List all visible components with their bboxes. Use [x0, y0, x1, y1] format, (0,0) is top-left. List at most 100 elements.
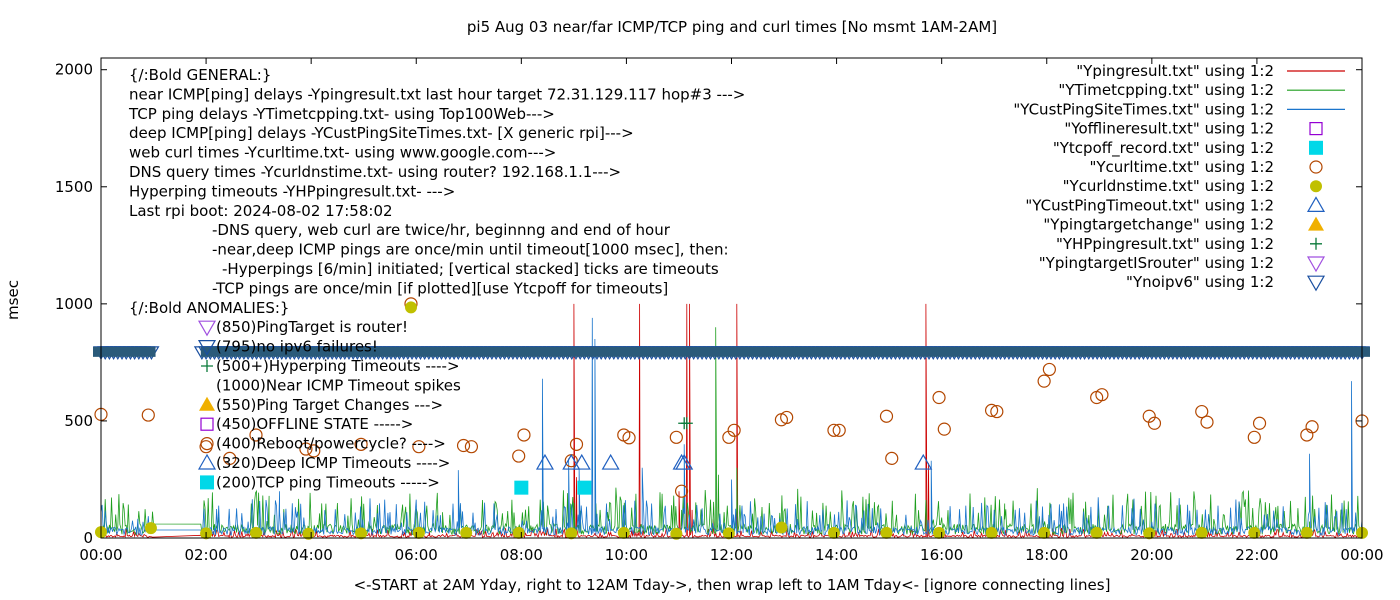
y-tick-label: 2000	[55, 61, 93, 79]
legend-label: "Ycurltime.txt" using 1:2	[1089, 158, 1274, 176]
legend-label: "YHPpingresult.txt" using 1:2	[1056, 235, 1274, 253]
note-text: (795)no ipv6 failures!	[216, 338, 378, 356]
note-text: {/:Bold GENERAL:}	[129, 66, 271, 84]
note-text: (850)PingTarget is router!	[216, 318, 408, 336]
series-point-3-31	[990, 404, 1004, 419]
series-point-3-30	[984, 403, 999, 417]
series-point-3-38	[1195, 404, 1209, 419]
series-point-4-5	[355, 527, 368, 540]
legend-label: "Ytcpoff_record.txt" using 1:2	[1053, 139, 1274, 158]
series-point-3-9	[412, 440, 426, 454]
y-tick-label: 1500	[55, 178, 93, 196]
legend-swatch	[1309, 160, 1323, 174]
series-point-3-28	[932, 390, 946, 405]
note-text: near ICMP[ping] delays -Ypingresult.txt …	[129, 85, 745, 103]
series-point-4-8	[460, 526, 473, 539]
series-point-3-39	[1200, 415, 1214, 429]
series-point-3-20	[722, 430, 736, 444]
note-text: (200)TCP ping Timeouts ----->	[216, 473, 440, 491]
series-point-4-15	[827, 526, 840, 539]
x-tick-label: 22:00	[1235, 546, 1278, 564]
series-point-3-27	[885, 451, 899, 465]
plot-area	[92, 297, 1371, 540]
series-point-3-3	[223, 451, 237, 465]
series-point-3-29	[937, 422, 951, 436]
y-tick-label: 500	[64, 412, 93, 430]
legend-swatch	[1309, 121, 1323, 136]
series-point-5-1	[562, 453, 581, 470]
series-point-5-2	[572, 453, 591, 470]
series-point-3-43	[1305, 420, 1319, 434]
legend-label: "YCustPingSiteTimes.txt" using 1:2	[1013, 100, 1274, 118]
legend-swatch	[1306, 275, 1326, 292]
series-point-6-1	[577, 480, 592, 495]
x-tick-label: 16:00	[920, 546, 963, 564]
note-text: {/:Bold ANOMALIES:}	[129, 299, 289, 317]
series-point-3-33	[1042, 362, 1056, 377]
series-point-3-37	[1147, 416, 1162, 430]
series-point-3-36	[1142, 409, 1156, 423]
series-point-7-1	[680, 417, 693, 430]
series-point-5-5	[675, 453, 694, 470]
series-point-4-20	[1090, 526, 1103, 539]
series-point-4-19	[1038, 526, 1051, 539]
note-marker	[200, 437, 214, 451]
note-text: (500+)Hyperping Timeouts ---->	[216, 357, 460, 375]
series-point-3-1	[141, 408, 155, 422]
x-tick-label: 08:00	[500, 546, 543, 564]
series-point-3-15	[569, 437, 584, 451]
note-marker	[201, 360, 213, 372]
series-point-3-40	[1247, 430, 1261, 444]
note-text: DNS query times -Ycurldnstime.txt- using…	[129, 163, 621, 181]
series-point-4-1	[144, 522, 157, 535]
note-text: (550)Ping Target Changes --->	[216, 396, 443, 414]
note-marker	[197, 453, 217, 470]
chart-title: pi5 Aug 03 near/far ICMP/TCP ping and cu…	[467, 18, 997, 36]
series-point-4-18	[985, 526, 998, 539]
series-point-5-3	[601, 453, 620, 470]
note-marker	[200, 475, 214, 490]
series-point-3-35	[1095, 388, 1109, 402]
legend-label: "Ypingresult.txt" using 1:2	[1076, 62, 1274, 80]
note-text: TCP ping delays -YTimetcpping.txt- using…	[128, 105, 555, 123]
series-point-4-7	[412, 526, 425, 539]
series-point-4-9	[512, 526, 525, 539]
series-point-4-22	[1195, 526, 1208, 539]
series-line-2	[100, 317, 1363, 537]
series-point-3-21	[727, 423, 741, 437]
series-point-3-17	[622, 431, 636, 445]
series-point-3-41	[1252, 416, 1267, 430]
y-axis-label: msec	[4, 280, 22, 320]
series-point-6-0	[514, 480, 529, 495]
note-text: -TCP pings are once/min [if plotted][use…	[212, 279, 668, 297]
legend: "Ypingresult.txt" using 1:2"YTimetcpping…	[1013, 62, 1345, 292]
series-line-1	[100, 327, 1363, 536]
series-point-3-10	[456, 438, 471, 453]
x-tick-label: 12:00	[710, 546, 753, 564]
series-line-0	[100, 303, 1363, 539]
note-text: (1000)Near ICMP Timeout spikes	[216, 376, 461, 394]
x-tick-label: 06:00	[395, 546, 438, 564]
note-text: -near,deep ICMP pings are once/min until…	[212, 241, 729, 259]
y-tick-label: 0	[83, 529, 93, 547]
note-text: web curl times -Ycurltime.txt- using www…	[129, 144, 556, 162]
legend-swatch	[1310, 237, 1322, 250]
note-text: -DNS query, web curl are twice/hr, begin…	[212, 221, 671, 239]
series-point-3-32	[1037, 374, 1051, 388]
series-point-3-5	[299, 442, 313, 456]
note-marker	[200, 417, 214, 431]
legend-label: "YpingtargetISrouter" using 1:2	[1039, 254, 1274, 272]
y-tick-label: 1000	[55, 295, 93, 313]
legend-label: "Ynoipv6" using 1:2	[1126, 273, 1274, 291]
series-point-3-12	[512, 449, 526, 463]
x-axis-label: <-START at 2AM Yday, right to 12AM Tday-…	[354, 576, 1111, 594]
note-marker	[197, 320, 217, 337]
series-point-4-3	[249, 526, 262, 539]
series-point-3-18	[669, 430, 683, 444]
legend-label: "Ycurldnstime.txt" using 1:2	[1063, 177, 1274, 195]
series-point-3-11	[464, 440, 479, 454]
legend-label: "Ypingtargetchange" using 1:2	[1043, 216, 1274, 234]
note-text: deep ICMP[ping] delays -YCustPingSiteTim…	[129, 124, 634, 142]
series-point-5-6	[914, 453, 933, 470]
